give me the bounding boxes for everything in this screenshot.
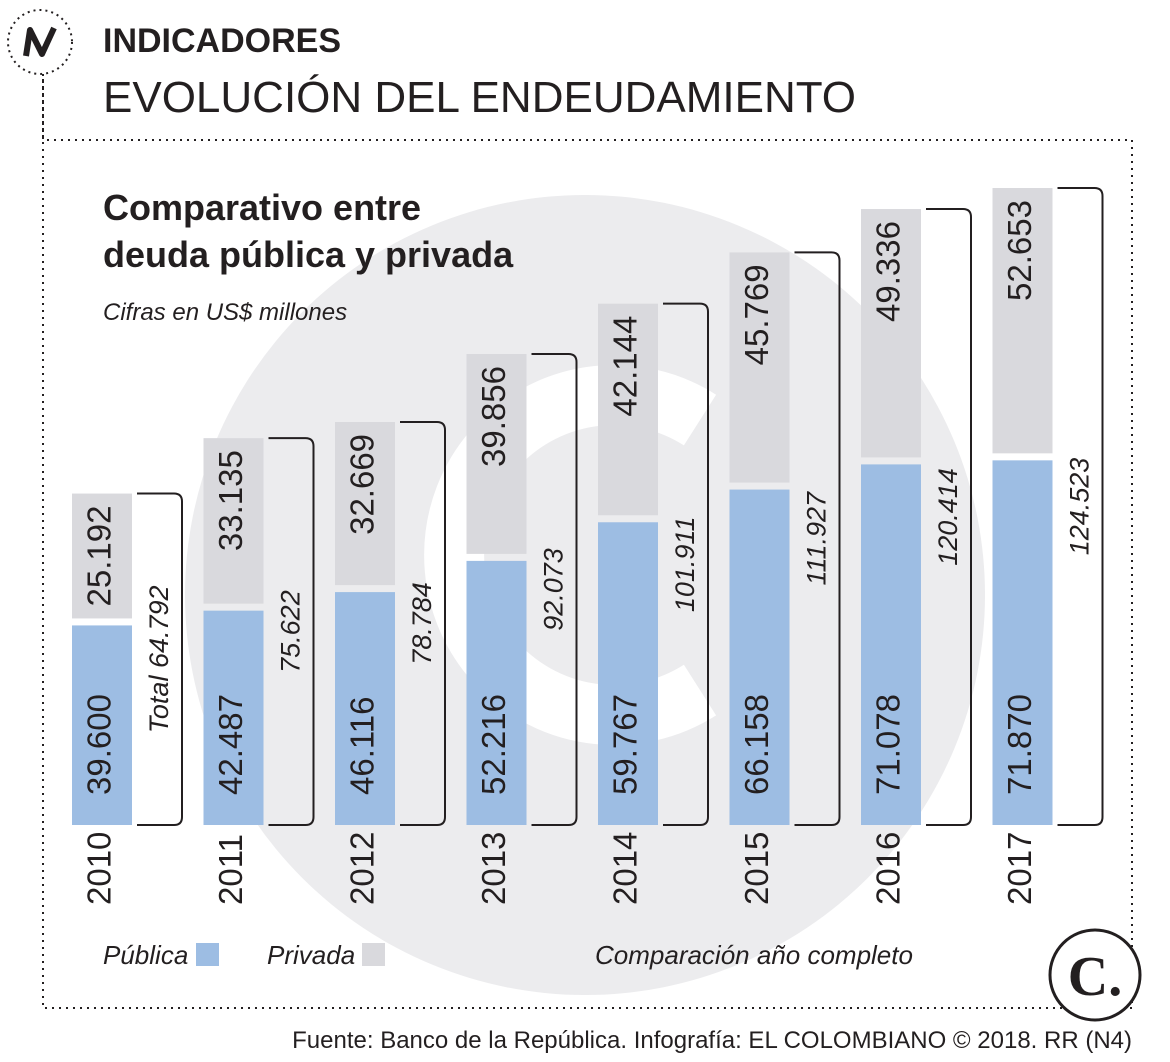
value-label: 25.192: [81, 506, 118, 607]
logo: C.: [1068, 946, 1122, 1008]
legend-swatch: [362, 943, 385, 966]
total-label: 78.784: [407, 582, 437, 665]
watermark-arc: [424, 365, 717, 745]
logo-ring: [1048, 928, 1142, 1022]
bar-segment: [466, 560, 527, 825]
total-value: 75.622: [276, 590, 306, 673]
total-bracket: [400, 420, 446, 826]
value-label: 45.769: [738, 264, 775, 365]
icon-line: [23, 26, 57, 57]
x-tick-label: 2011: [212, 834, 249, 905]
bar-segment: [203, 438, 264, 604]
bar-segment: [72, 493, 132, 619]
total-bracket: [663, 302, 709, 826]
bar-segment: [992, 188, 1053, 454]
total-bracket: [531, 352, 578, 826]
total-label: 101.911: [670, 517, 700, 613]
bar-segment: [335, 421, 395, 586]
total-label: 75.622: [276, 590, 306, 673]
bar-segment: [861, 464, 921, 825]
total-label: 124.523: [1065, 458, 1095, 556]
value-label: 46.116: [344, 697, 381, 795]
value-label: 39.856: [475, 366, 512, 467]
icon-ring: [7, 9, 73, 75]
total-value: 101.911: [670, 517, 700, 613]
bar-segment: [72, 625, 132, 825]
value-label: 33.135: [212, 450, 249, 551]
value-label: 59.767: [607, 694, 644, 795]
total-value: 92.073: [539, 548, 569, 631]
source: Fuente: Banco de la República. Infografí…: [292, 1027, 1132, 1054]
bar-segment: [861, 209, 921, 458]
x-tick-label: 2017: [1001, 832, 1038, 905]
total-bracket: [137, 492, 183, 826]
total-value: 124.523: [1065, 458, 1095, 556]
x-tick-label: 2016: [870, 832, 907, 905]
total-bracket: [268, 437, 315, 826]
total-bracket: [794, 251, 841, 826]
total-prefix: Total: [144, 675, 174, 734]
legend-label: Pública: [103, 940, 188, 970]
totals-note: Comparación año completo: [595, 940, 913, 970]
value-label: 39.600: [81, 694, 118, 795]
total-label: 120.414: [933, 468, 963, 566]
chart-title: Comparativo entre: [103, 187, 421, 228]
x-tick-label: 2012: [344, 832, 381, 905]
x-tick-label: 2010: [81, 832, 118, 905]
total-value: 111.927: [802, 491, 832, 586]
bar-segment: [992, 460, 1053, 825]
value-label: 52.653: [1001, 200, 1038, 301]
bar-segment: [335, 592, 395, 825]
total-value: 120.414: [933, 468, 963, 566]
total-label: 92.073: [539, 548, 569, 631]
legend-label: Privada: [267, 940, 355, 970]
chart-subtitle: Cifras en US$ millones: [103, 299, 347, 326]
bar-segment: [598, 522, 658, 825]
value-label: 71.870: [1001, 694, 1038, 795]
total-value: 78.784: [407, 582, 437, 665]
total-bracket: [1057, 187, 1104, 826]
x-tick-label: 2013: [475, 832, 512, 905]
value-label: 66.158: [738, 694, 775, 795]
total-label: Total 64.792: [144, 585, 174, 733]
total-value: 64.792: [144, 585, 174, 668]
bar-segment: [466, 354, 527, 554]
value-label: 52.216: [475, 694, 512, 795]
total-label: 111.927: [802, 491, 832, 586]
chart-title: deuda pública y privada: [103, 234, 514, 275]
total-bracket: [926, 208, 972, 826]
value-label: 49.336: [870, 221, 907, 322]
page-title: EVOLUCIÓN DEL ENDEUDAMIENTO: [103, 73, 856, 122]
value-label: 71.078: [870, 694, 907, 795]
x-tick-label: 2014: [607, 832, 644, 905]
bar-segment: [729, 252, 790, 483]
section: INDICADORES: [103, 22, 341, 60]
value-label: 42.144: [607, 316, 644, 417]
bar-segment: [729, 489, 790, 825]
bar-segment: [203, 610, 264, 825]
value-label: 42.487: [212, 694, 249, 795]
value-label: 32.669: [344, 434, 381, 535]
legend-swatch: [196, 943, 219, 966]
bar-segment: [598, 303, 658, 516]
frame: [42, 74, 1133, 1009]
x-tick-label: 2015: [738, 832, 775, 905]
